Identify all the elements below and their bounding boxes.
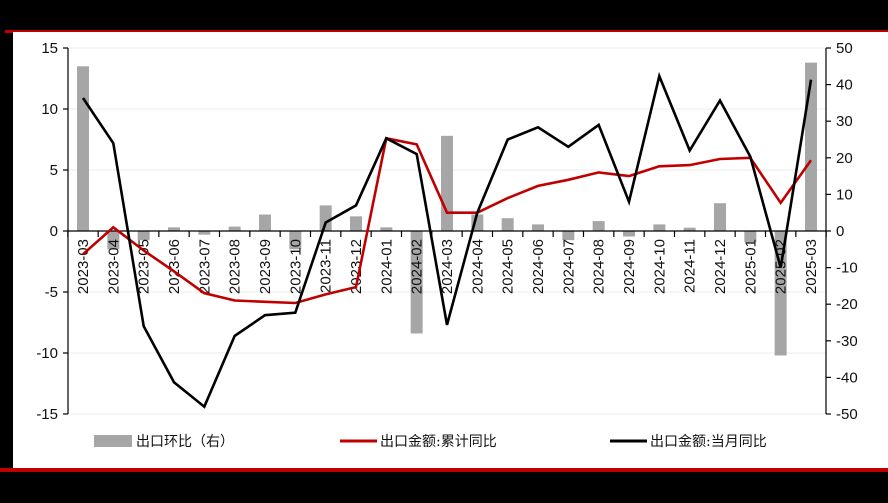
x-tick-label: 2023-12 xyxy=(348,239,365,294)
bar xyxy=(380,227,393,231)
bar xyxy=(77,66,89,231)
bar xyxy=(532,224,544,231)
x-tick-label: 2024-02 xyxy=(409,239,426,294)
cumulative-yoy-line xyxy=(82,136,813,305)
bar xyxy=(562,231,575,241)
right-tick-label: -20 xyxy=(836,296,858,313)
bar xyxy=(501,218,514,231)
bar xyxy=(228,226,241,231)
x-tick-label: 2024-08 xyxy=(591,239,608,294)
bar xyxy=(289,231,302,250)
x-tick-label: 2024-05 xyxy=(500,239,517,294)
x-tick-label: 2023-10 xyxy=(287,239,304,294)
right-tick-label: -40 xyxy=(836,369,858,386)
chart-frame xyxy=(13,32,888,470)
x-tick-label: 2023-11 xyxy=(318,239,335,293)
monthly-yoy-line xyxy=(81,71,813,409)
x-tick-label: 2024-01 xyxy=(378,239,395,294)
bar xyxy=(592,221,605,231)
legend-bar-swatch xyxy=(94,435,132,447)
bar xyxy=(319,205,332,231)
right-tick-label: 0 xyxy=(836,223,844,240)
x-tick-label: 2024-11 xyxy=(682,239,699,293)
bar xyxy=(168,227,180,231)
left-tick-label: 10 xyxy=(41,101,58,118)
x-tick-label: 2023-08 xyxy=(227,239,244,294)
bar xyxy=(774,231,787,356)
x-tick-label: 2023-04 xyxy=(105,239,122,294)
right-tick-label: -30 xyxy=(836,333,858,350)
right-tick-label: -10 xyxy=(836,260,858,277)
bar xyxy=(714,203,726,231)
left-tick-label: 15 xyxy=(41,40,58,57)
x-tick-label: 2023-06 xyxy=(166,239,183,294)
bar xyxy=(350,216,362,231)
legend: 出口环比（右） 出口金额:累计同比 出口金额:当月同比 xyxy=(94,434,767,450)
right-tick-label: 40 xyxy=(836,77,853,94)
x-tick-label: 2024-09 xyxy=(621,239,638,294)
x-tick-label: 2024-04 xyxy=(469,239,486,294)
line-series xyxy=(81,71,813,409)
right-tick-label: 10 xyxy=(836,186,853,203)
left-tick-label: 0 xyxy=(50,223,58,240)
bar xyxy=(744,231,757,242)
bar xyxy=(441,135,453,231)
bottom-accent-bar xyxy=(0,468,888,472)
x-tick-label: 2024-06 xyxy=(530,239,547,294)
legend-cum-label: 出口金额:累计同比 xyxy=(380,434,497,450)
x-tick-label: 2024-10 xyxy=(651,239,668,294)
x-axis-labels: 2023-03 2023-04 2023-05 2023-06 2023-07 2023-… xyxy=(75,239,820,294)
bar xyxy=(623,231,635,237)
legend-month-label: 出口金额:当月同比 xyxy=(650,434,767,450)
bar xyxy=(683,227,696,231)
x-tick-label: 2024-07 xyxy=(560,239,577,294)
bar xyxy=(653,224,666,231)
bar-series xyxy=(77,62,817,356)
left-tick-label: 5 xyxy=(50,162,58,179)
bar xyxy=(107,231,120,250)
right-tick-label: 30 xyxy=(836,113,853,130)
bar xyxy=(259,214,271,231)
right-tick-label: 50 xyxy=(836,40,853,57)
right-tick-label: 20 xyxy=(836,150,853,167)
x-tick-label: 2024-12 xyxy=(712,239,729,294)
bar xyxy=(410,231,423,334)
bar xyxy=(198,231,211,235)
x-tick-label: 2023-07 xyxy=(196,239,213,294)
x-tick-label: 2025-01 xyxy=(742,239,759,294)
left-tick-label: -5 xyxy=(45,284,58,301)
left-tick-label: -10 xyxy=(36,345,58,362)
right-tick-label: -50 xyxy=(836,406,858,423)
bar xyxy=(805,62,817,231)
left-tick-label: -15 xyxy=(36,406,58,423)
x-tick-label: 2025-03 xyxy=(803,239,820,294)
top-accent-bar xyxy=(5,30,888,33)
bar xyxy=(137,231,150,241)
legend-bar-label: 出口环比（右） xyxy=(136,434,234,450)
x-tick-label: 2023-09 xyxy=(257,239,274,294)
x-tick-label: 2024-03 xyxy=(439,239,456,294)
x-tick-label: 2023-03 xyxy=(75,239,92,294)
